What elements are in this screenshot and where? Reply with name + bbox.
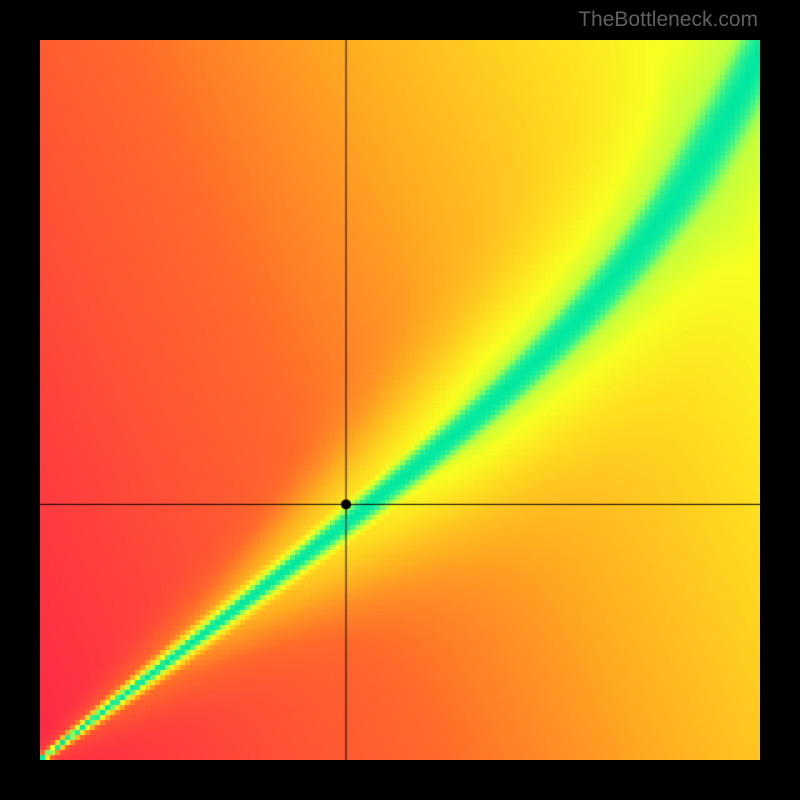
- watermark-text: TheBottleneck.com: [578, 8, 758, 32]
- heatmap-chart: [40, 40, 760, 760]
- root-container: TheBottleneck.com: [0, 0, 800, 800]
